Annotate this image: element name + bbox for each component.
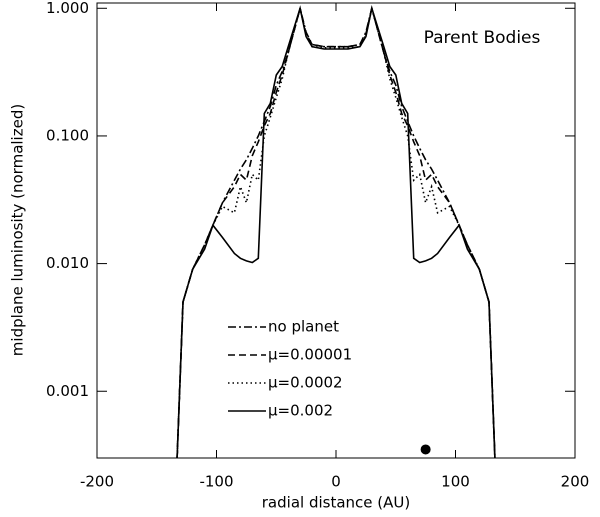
x-tick-label: -200 [80,473,114,491]
x-tick-label: 200 [561,473,590,491]
chart-title: Parent Bodies [424,28,541,48]
x-tick-label: -100 [199,473,233,491]
x-axis-label: radial distance (AU) [262,494,410,512]
y-tick-label: 1.000 [46,0,89,17]
series-line [176,5,496,458]
y-tick-label: 0.001 [46,382,89,400]
legend-label: μ=0.002 [268,402,333,420]
y-tick-label: 0.100 [46,126,89,144]
x-tick-label: 100 [441,473,470,491]
legend-label: no planet [268,318,339,336]
series-line [176,5,496,458]
series-line [176,8,496,458]
legend-label: μ=0.0002 [268,374,343,392]
y-tick-label: 0.010 [46,254,89,272]
planet-marker [420,444,431,455]
x-tick-label: 0 [331,473,341,491]
series-line [176,8,496,458]
y-axis-label: midplane luminosity (normalized) [9,104,27,356]
legend-label: μ=0.00001 [268,346,352,364]
